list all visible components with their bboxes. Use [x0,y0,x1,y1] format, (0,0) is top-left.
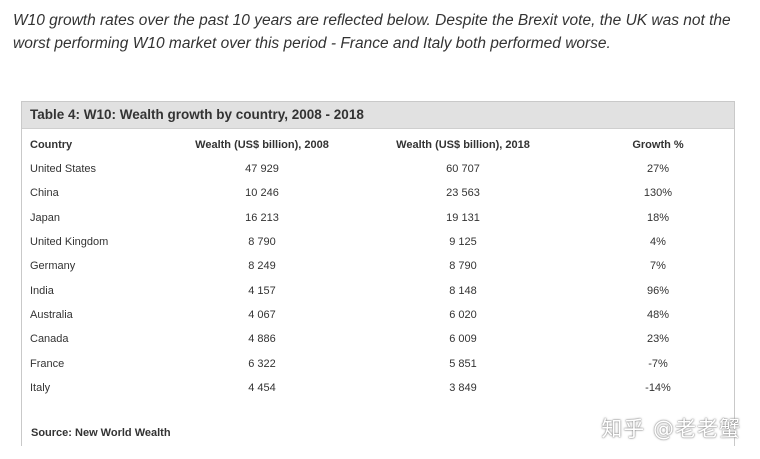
table-source: Source: New World Wealth [31,427,171,439]
header-wealth-2008: Wealth (US$ billion), 2008 [195,139,329,151]
cell-country: China [30,187,59,200]
cell-country: Australia [30,308,73,321]
cell-wealth-2018: 23 563 [446,187,480,200]
table-row: Australia 4 067 6 020 48% [22,303,734,327]
cell-wealth-2018: 3 849 [449,381,477,394]
header-growth: Growth % [632,139,684,151]
cell-country: Italy [30,381,51,394]
cell-wealth-2018: 8 148 [449,284,477,297]
cell-country: United States [30,163,97,176]
header-wealth-2018: Wealth (US$ billion), 2018 [396,139,530,151]
table-row: Canada 4 886 6 009 23% [22,327,734,351]
table-row: Japan 16 213 19 131 18% [22,206,734,230]
cell-wealth-2008: 10 246 [245,187,279,200]
cell-growth: 23% [646,333,670,346]
cell-wealth-2018: 5 851 [449,357,477,370]
table-row: Italy 4 454 3 849 -14% [22,376,734,400]
cell-wealth-2008: 4 454 [248,381,276,394]
table-row: China 10 246 23 563 130% [22,181,734,205]
cell-growth: 18% [646,211,670,224]
table-title: Table 4: W10: Wealth growth by country, … [22,102,734,129]
cell-growth: 7% [650,260,666,273]
header-country: Country [30,139,73,151]
cell-country: Japan [30,211,60,224]
table-row: India 4 157 8 148 96% [22,278,734,302]
cell-wealth-2008: 4 886 [248,333,276,346]
cell-wealth-2018: 6 020 [449,308,477,321]
intro-paragraph: W10 growth rates over the past 10 years … [13,12,731,52]
table-grid: Country Wealth (US$ billion), 2008 Wealt… [22,134,734,400]
cell-wealth-2008: 6 322 [248,357,276,370]
cell-country: India [30,284,54,297]
cell-country: Canada [30,333,69,346]
wealth-growth-table: Table 4: W10: Wealth growth by country, … [21,101,735,446]
cell-wealth-2018: 8 790 [449,260,477,273]
cell-wealth-2018: 60 707 [446,163,480,176]
table-row: United States 47 929 60 707 27% [22,157,734,181]
table-row: France 6 322 5 851 -7% [22,351,734,375]
cell-growth: -7% [648,357,668,370]
table-row: Germany 8 249 8 790 7% [22,254,734,278]
cell-wealth-2018: 19 131 [446,211,480,224]
cell-growth: 27% [646,163,670,176]
cell-wealth-2008: 8 249 [248,260,276,273]
table-row: United Kingdom 8 790 9 125 4% [22,230,734,254]
cell-wealth-2008: 4 157 [248,284,276,297]
cell-country: Germany [30,260,76,273]
cell-growth: 96% [646,284,670,297]
cell-wealth-2018: 6 009 [449,333,477,346]
cell-country: United Kingdom [30,236,109,249]
cell-growth: -14% [645,381,671,394]
cell-growth: 4% [650,236,666,249]
cell-country: France [30,357,65,370]
watermark: 知乎 @老老蟹 [601,417,741,441]
cell-wealth-2008: 4 067 [248,308,276,321]
cell-wealth-2008: 8 790 [248,236,276,249]
cell-growth: 130% [643,187,673,200]
cell-growth: 48% [646,308,670,321]
table-header-row: Country Wealth (US$ billion), 2008 Wealt… [22,134,734,156]
cell-wealth-2018: 9 125 [449,236,477,249]
cell-wealth-2008: 47 929 [245,163,279,176]
cell-wealth-2008: 16 213 [245,211,279,224]
